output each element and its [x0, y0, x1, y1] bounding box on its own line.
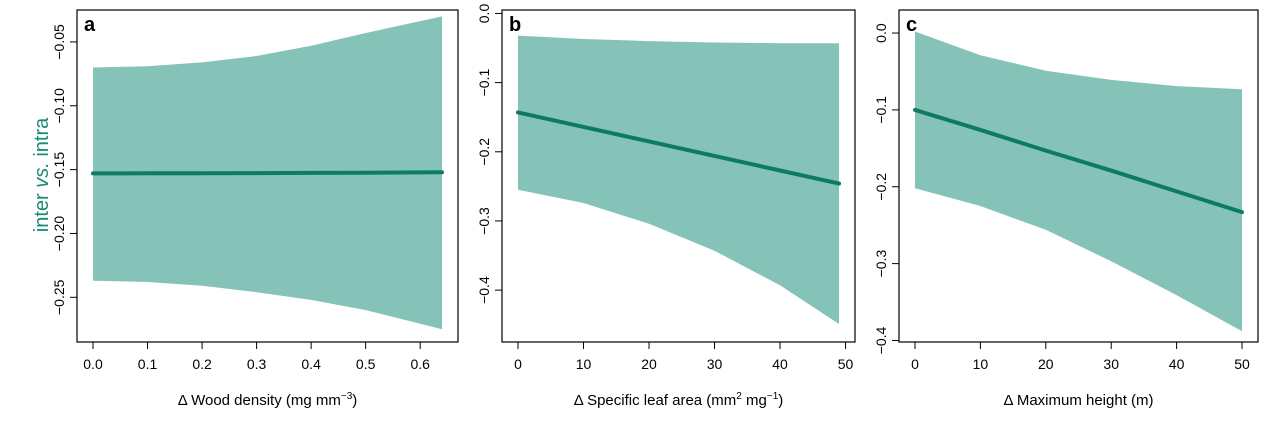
- panel-b-x-tick-label: 0: [514, 356, 522, 372]
- panel-c-x-tick-label: 0: [911, 356, 919, 372]
- y-axis-label-part-2: vs.: [31, 162, 53, 188]
- panel-c-frame: [898, 9, 1259, 343]
- panel-b-x-tick-label: 20: [641, 356, 657, 372]
- panel-b: 0 10 20 30 40 50 −0.4 −0.3 −0.2 −0.1 0.0 b Δ Specifi…: [476, 4, 856, 409]
- panel-b-y-tick-label: −0.1: [476, 69, 492, 97]
- panel-a-y-tick-label: −0.15: [51, 152, 67, 188]
- panel-b-y-tick-label: −0.4: [476, 276, 492, 304]
- panel-a: 0.0 0.1 0.2 0.3 0.4 0.5 0.6 −0.25 −0.20 −0.15 −0.1…: [51, 9, 459, 409]
- panel-c-x-tick-label: 10: [973, 356, 989, 372]
- panel-a-y-tick-label: −0.20: [51, 216, 67, 252]
- panel-a-y-tick-label: −0.10: [51, 88, 67, 124]
- panel-c-fit-line: [913, 107, 1244, 215]
- panel-c-y-tick-label: −0.3: [873, 250, 889, 278]
- panel-c-x-axis-title-part: Δ Maximum height (m): [1003, 392, 1153, 409]
- panel-a-x-tick-label: 0.6: [410, 356, 430, 372]
- panel-b-x-axis-title-part: ): [778, 392, 783, 409]
- panel-b-x-axis-title-part: 2: [736, 391, 742, 402]
- panels: 0.0 0.1 0.2 0.3 0.4 0.5 0.6−0.25−0.20−0.15−0.1…: [51, 4, 1259, 409]
- panel-b-x-tick-label: 40: [772, 356, 788, 372]
- panel-a-x-axis-title-part: Δ Wood density (mg mm: [178, 392, 341, 409]
- panel-b-confidence-band: [518, 35, 839, 324]
- panel-c-y-tick-label: −0.4: [873, 326, 889, 354]
- panel-b-x-tick-label: 10: [576, 356, 592, 372]
- panel-a-frame: [76, 9, 459, 343]
- panel-a-y-tick-label: −0.25: [51, 279, 67, 315]
- panel-b-x-axis-title-part: mg: [742, 392, 767, 409]
- panel-b-x-axis-title: Δ Specific leaf area (mm2 mg−1): [574, 391, 784, 409]
- panel-a-x-tick-label: 0.2: [192, 356, 212, 372]
- y-axis-label-part-1: inter: [31, 188, 53, 232]
- panel-a-x-tick-label: 0.4: [301, 356, 321, 372]
- panel-c-x-tick-label: 40: [1169, 356, 1185, 372]
- panel-b-frame: [501, 9, 856, 343]
- panel-a-x-tick-label: 0.5: [356, 356, 376, 372]
- panel-b-y-tick-label: −0.2: [476, 138, 492, 166]
- panel-c-x-axis-title: Δ Maximum height (m): [1003, 392, 1153, 409]
- y-axis-label: inter vs. intra: [31, 117, 53, 232]
- panel-b-letter: b: [509, 14, 521, 36]
- panel-c-confidence-band: [915, 31, 1242, 332]
- panel-c-x-tick-label: 30: [1103, 356, 1119, 372]
- panel-a-x-tick-label: 0.0: [83, 356, 103, 372]
- panel-c-letter: c: [906, 14, 917, 36]
- panel-b-x-tick-label: 30: [707, 356, 723, 372]
- panel-a-x-axis-title-part: ): [352, 392, 357, 409]
- panel-a-x-tick-label: 0.3: [247, 356, 267, 372]
- panel-c-x-tick-label: 20: [1038, 356, 1054, 372]
- panel-a-x-axis-title: Δ Wood density (mg mm−3): [178, 391, 358, 409]
- panel-a-letter: a: [84, 14, 96, 36]
- panel-a-x-axis-title-part: −3: [341, 391, 353, 402]
- y-axis-label-part-3: intra: [31, 117, 53, 162]
- panel-b-y-tick-label: −0.3: [476, 207, 492, 235]
- panel-b-x-axis-title-part: −1: [767, 391, 779, 402]
- panel-b-y-tick-label: 0.0: [476, 4, 492, 24]
- panel-a-y-tick-label: −0.05: [51, 24, 67, 60]
- panel-a-x-tick-label: 0.1: [138, 356, 158, 372]
- panel-c-y-tick-label: −0.1: [873, 96, 889, 124]
- panel-b-x-axis-title-part: Δ Specific leaf area (mm: [574, 392, 737, 409]
- panel-c-x-tick-label: 50: [1234, 356, 1250, 372]
- panel-b-fit-line: [516, 110, 841, 186]
- panel-c-y-tick-label: −0.2: [873, 173, 889, 201]
- panel-c-y-tick-label: 0.0: [873, 23, 889, 43]
- panel-b-x-tick-label: 50: [838, 356, 854, 372]
- panel-c: 0 10 20 30 40 50 −0.4 −0.3 −0.2 −0.1 0.0 c Δ Maximum…: [873, 9, 1259, 409]
- panel-a-fit-line: [91, 170, 444, 176]
